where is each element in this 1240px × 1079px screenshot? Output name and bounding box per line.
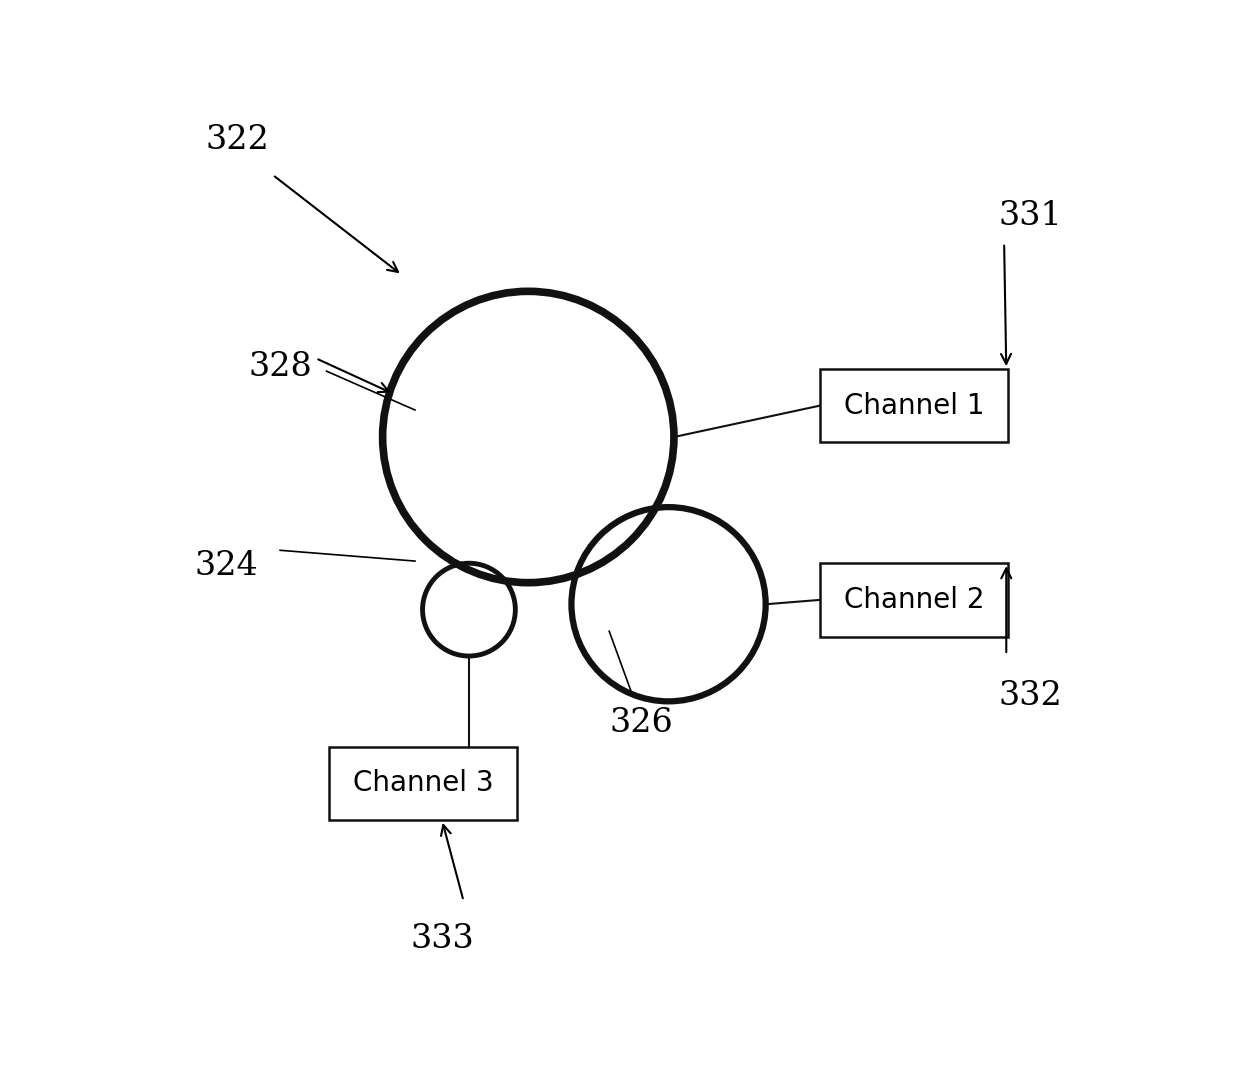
FancyBboxPatch shape	[820, 563, 1008, 637]
Text: 322: 322	[205, 124, 269, 156]
Text: 326: 326	[610, 707, 673, 739]
Text: 331: 331	[998, 200, 1061, 232]
Text: Channel 3: Channel 3	[352, 769, 494, 797]
Text: 333: 333	[410, 923, 474, 955]
Text: Channel 1: Channel 1	[843, 392, 985, 420]
Text: 324: 324	[195, 550, 258, 583]
Text: 332: 332	[998, 680, 1061, 712]
FancyBboxPatch shape	[820, 369, 1008, 442]
Text: Channel 2: Channel 2	[843, 586, 985, 614]
Text: 328: 328	[248, 351, 312, 383]
FancyBboxPatch shape	[329, 747, 517, 820]
